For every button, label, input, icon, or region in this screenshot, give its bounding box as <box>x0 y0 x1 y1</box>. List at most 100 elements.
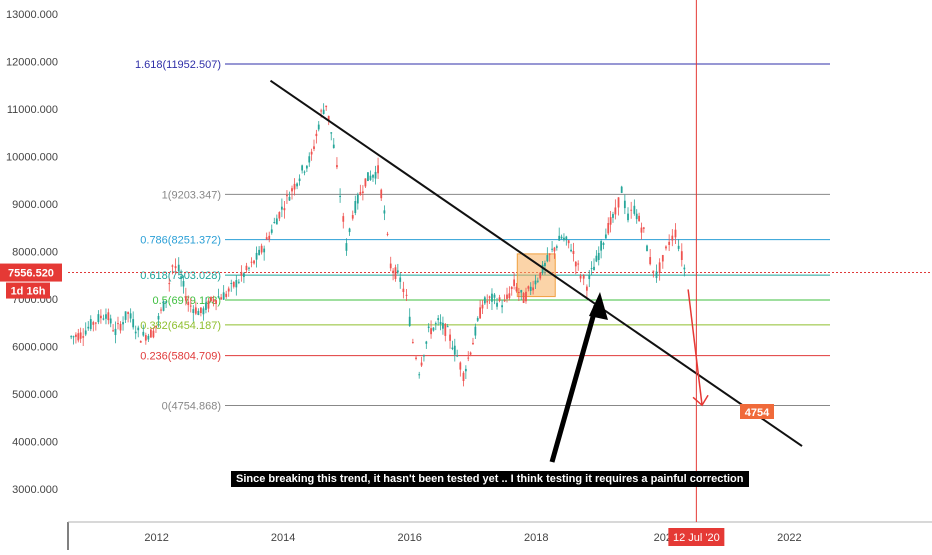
fib-label-5: 0.382(6454.187) <box>140 320 221 332</box>
annotation-arrow-shaft <box>549 304 599 463</box>
candle-body <box>280 206 283 210</box>
candle-body <box>278 212 281 219</box>
candle-body <box>597 252 600 260</box>
candle-body <box>386 233 389 235</box>
y-tick-label-5: 8000.000 <box>12 247 58 259</box>
candle-body <box>577 263 580 265</box>
candle-body <box>558 235 561 241</box>
candle-body <box>486 301 489 303</box>
candle-body <box>134 331 137 334</box>
candle-body <box>501 305 503 308</box>
candle-body <box>72 336 75 338</box>
candle-body <box>415 357 417 359</box>
candle-body <box>520 290 523 293</box>
candle-body <box>192 309 195 314</box>
candle-body <box>432 327 435 331</box>
candle-body <box>541 264 544 274</box>
y-tick-label-7: 6000.000 <box>12 341 58 353</box>
candle-body <box>604 234 607 239</box>
candle-body <box>642 227 645 229</box>
x-tick-label-0: 2012 <box>144 532 168 544</box>
candle-body <box>563 237 565 240</box>
y-tick-label-3: 10000.000 <box>6 152 58 164</box>
candle-body <box>275 218 278 225</box>
candle-body <box>437 318 440 321</box>
candle-body <box>359 191 362 195</box>
candle-body <box>197 310 200 316</box>
candle-body <box>227 288 230 292</box>
candle-body <box>308 156 311 163</box>
candle-body <box>553 247 556 252</box>
candle-body <box>430 328 432 335</box>
x-tick-label-1: 2014 <box>271 532 295 544</box>
candle-body <box>157 315 160 320</box>
candle-body <box>217 296 220 298</box>
candle-body <box>394 267 397 280</box>
candle-body <box>325 105 328 108</box>
candle-body <box>263 248 266 253</box>
candle-body <box>481 304 484 309</box>
candle-body <box>546 255 549 262</box>
candle-body <box>444 323 447 336</box>
candle-body <box>396 270 399 273</box>
countdown-label: 1d 16h <box>11 286 46 298</box>
candle-body <box>240 271 243 276</box>
candle-body <box>399 277 402 282</box>
candle-body <box>374 171 377 179</box>
y-tick-label-1: 12000.000 <box>6 57 58 69</box>
projection-arrow <box>687 289 703 406</box>
candle-body <box>464 368 467 372</box>
candle-body <box>479 307 482 319</box>
candle-body <box>202 308 205 315</box>
candle-body <box>317 124 320 130</box>
candle-body <box>132 319 135 328</box>
candle-body <box>220 297 223 300</box>
candle-body <box>182 281 185 287</box>
candle-body <box>451 347 454 350</box>
candle-body <box>100 315 102 319</box>
candle-body <box>283 208 286 211</box>
target-badge <box>740 404 774 419</box>
candle-body <box>82 336 85 338</box>
candle-body <box>174 266 177 269</box>
candle-body <box>446 326 449 328</box>
candle-body <box>369 175 372 180</box>
fib-label-0: 1.618(11952.507) <box>135 59 221 71</box>
candle-body <box>411 342 414 344</box>
candle-body <box>222 292 225 300</box>
candle-body <box>677 245 680 249</box>
candle-body <box>522 293 525 303</box>
candle-body <box>147 335 150 340</box>
candle-body <box>367 172 369 181</box>
candle-body <box>491 293 493 302</box>
candle-body <box>129 313 132 319</box>
candle-body <box>336 165 338 168</box>
candle-body <box>427 326 430 328</box>
candle-body <box>467 357 470 359</box>
candle-body <box>97 314 100 323</box>
candle-body <box>539 272 542 279</box>
candle-body <box>683 267 686 270</box>
candle-body <box>168 283 171 285</box>
candle-body <box>345 243 348 251</box>
candle-body <box>268 235 271 240</box>
candle-body <box>137 327 140 331</box>
candle-body <box>595 255 598 262</box>
candle-body <box>255 252 258 260</box>
candle-body <box>165 301 167 303</box>
candle-body <box>364 178 367 187</box>
candle-body <box>356 194 359 204</box>
candle-body <box>515 286 518 292</box>
candle-body <box>361 191 364 193</box>
candle-body <box>199 307 202 314</box>
candle-body <box>127 312 130 314</box>
candle-body <box>212 299 215 303</box>
y-tick-label-0: 13000.000 <box>6 9 58 21</box>
candle-body <box>291 188 293 192</box>
candle-body <box>525 291 527 302</box>
candle-body <box>640 227 643 233</box>
candle-body <box>570 249 572 252</box>
candle-body <box>235 280 238 288</box>
candle-body <box>107 312 110 321</box>
